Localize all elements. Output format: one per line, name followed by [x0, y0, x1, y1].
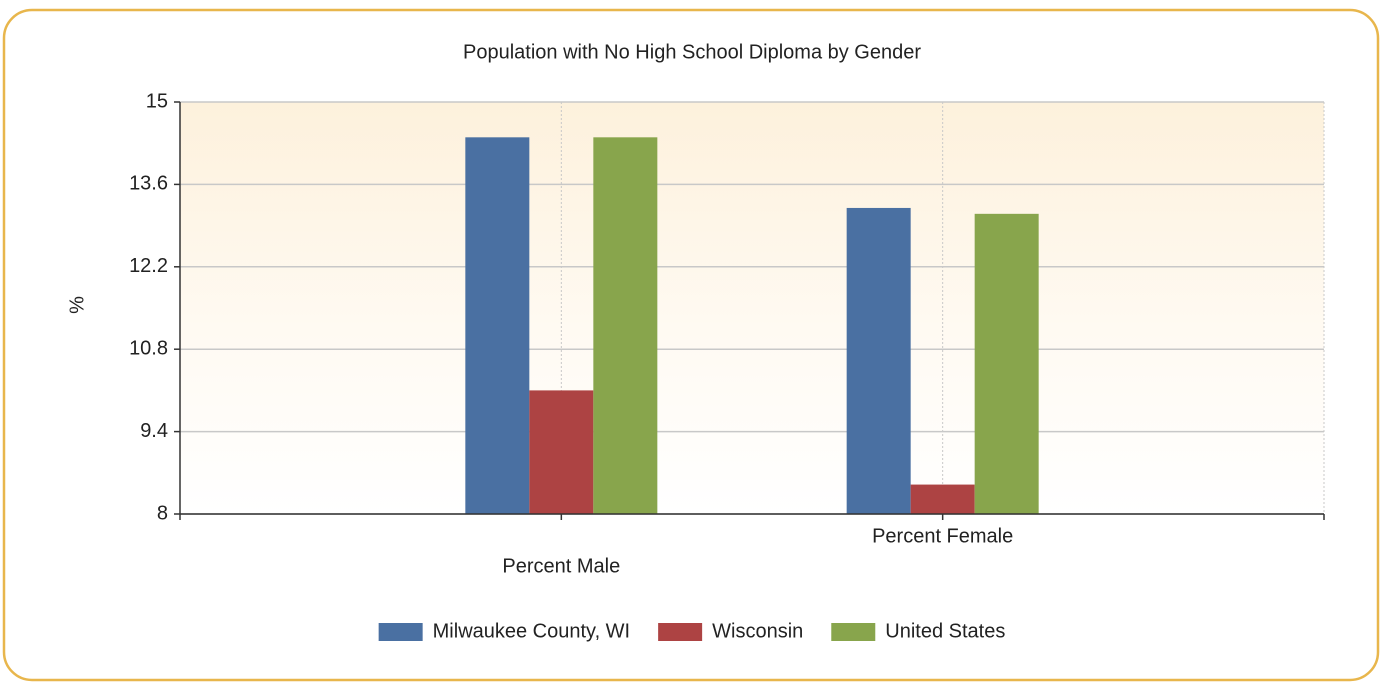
y-tick-label: 9.4 [140, 420, 168, 442]
bar [910, 484, 975, 514]
legend-label: United States [885, 620, 1005, 642]
legend-swatch [658, 623, 703, 641]
bar [593, 137, 658, 515]
legend-label: Wisconsin [712, 620, 803, 642]
y-axis-label: % [66, 296, 88, 314]
y-tick-label: 12.2 [129, 255, 168, 277]
y-tick-label: 8 [157, 502, 168, 524]
legend-swatch [378, 623, 423, 641]
legend-swatch [831, 623, 876, 641]
bar [846, 207, 911, 514]
legend: Milwaukee County, WI Wisconsin United Stat… [378, 620, 1005, 642]
y-tick-label: 15 [146, 90, 168, 112]
bar [974, 213, 1039, 515]
x-tick-label: Percent Male [502, 555, 620, 577]
y-tick-label: 10.8 [129, 337, 168, 359]
x-tick-label: Percent Female [872, 525, 1013, 547]
plot-area [180, 102, 1324, 514]
bar [465, 137, 530, 515]
chart-title: Population with No High School Diploma b… [463, 41, 921, 63]
legend-label: Milwaukee County, WI [433, 620, 630, 642]
bar [529, 390, 594, 514]
y-tick-label: 13.6 [129, 173, 168, 195]
